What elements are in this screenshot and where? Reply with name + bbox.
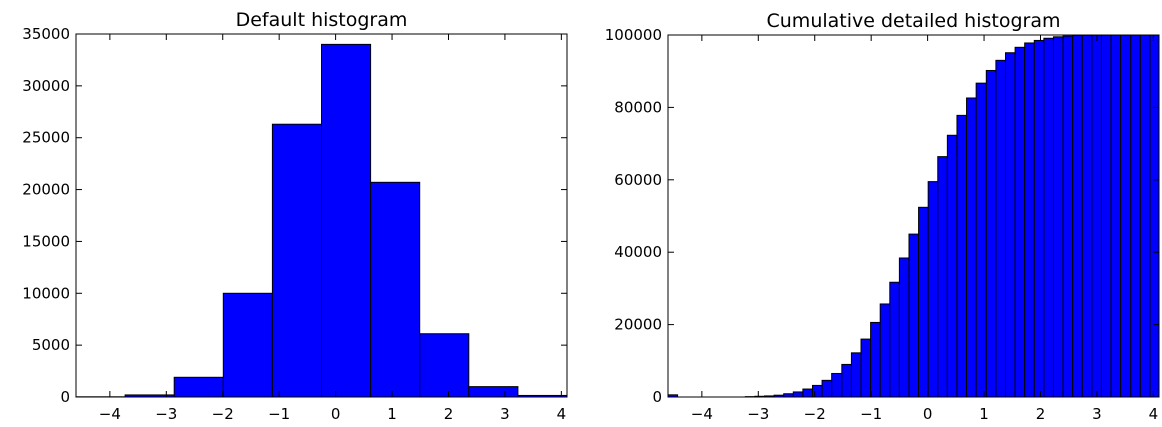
histogram-bar	[871, 322, 881, 397]
x-tick-label: −1	[860, 405, 882, 423]
y-tick-label: 20000	[22, 181, 70, 199]
histogram-bar	[322, 44, 371, 397]
y-tick-label: 15000	[22, 232, 70, 250]
histogram-bar	[1140, 35, 1150, 397]
histogram-bar	[223, 293, 272, 397]
histogram-bar	[371, 182, 420, 397]
histogram-bar	[967, 98, 977, 397]
histogram-bar	[1092, 35, 1102, 397]
histogram-bar	[938, 157, 948, 397]
histogram-bar	[832, 373, 842, 397]
histogram-bar	[1005, 53, 1015, 397]
histogram-bar	[812, 385, 822, 397]
y-tick-label: 30000	[22, 77, 70, 95]
chart-title: Cumulative detailed histogram	[767, 10, 1061, 32]
histogram-bar	[272, 124, 321, 397]
histogram-bar	[1131, 35, 1141, 397]
histogram-bar	[842, 364, 852, 397]
chart-cumulative-detailed-histogram: Cumulative detailed histogram −4 −3 −2 −1 0 1 2…	[605, 10, 1159, 423]
x-tick-label: −2	[212, 405, 234, 423]
y-tick-label: 80000	[614, 98, 662, 116]
histogram-bar	[1150, 35, 1159, 397]
histogram-bar	[174, 377, 223, 397]
x-tick-label: 3	[500, 405, 510, 423]
histogram-bar	[1044, 38, 1054, 397]
histogram-bar	[1073, 36, 1083, 397]
histogram-bar	[469, 387, 518, 397]
x-tick-label: 0	[331, 405, 341, 423]
histogram-bar	[1063, 36, 1073, 397]
y-tick-label: 60000	[614, 171, 662, 189]
x-tick-label: 1	[979, 405, 989, 423]
histogram-bar	[1121, 35, 1131, 397]
x-tick-label: 1	[387, 405, 397, 423]
histogram-bar	[1025, 43, 1035, 397]
histogram-bar	[890, 282, 900, 397]
x-tick-label: 2	[1036, 405, 1046, 423]
histogram-bar	[986, 70, 996, 397]
histogram-bar	[851, 353, 861, 397]
histogram-bar	[1082, 35, 1092, 397]
y-tick-label: 20000	[614, 316, 662, 334]
y-tick-label: 35000	[22, 25, 70, 43]
chart-title: Default histogram	[236, 9, 408, 31]
x-tick-label: 4	[557, 405, 567, 423]
histogram-bar	[861, 339, 871, 397]
y-tick-label: 0	[652, 388, 662, 406]
histogram-bar	[793, 392, 803, 397]
histogram-bar	[880, 304, 890, 397]
x-tick-label: −3	[747, 405, 769, 423]
y-tick-label: 25000	[22, 129, 70, 147]
x-tick-label: −1	[268, 405, 290, 423]
histogram-bar	[420, 334, 469, 397]
y-tick-label: 40000	[614, 243, 662, 261]
histogram-bar	[899, 258, 909, 397]
x-tick-label: −4	[691, 405, 713, 423]
histogram-bar	[1101, 35, 1111, 397]
histogram-bar	[976, 83, 986, 397]
histogram-bar	[822, 380, 832, 397]
histogram-bar	[996, 60, 1006, 397]
histogram-bar	[1053, 37, 1063, 397]
x-tick-label: −4	[99, 405, 121, 423]
histogram-bar	[909, 234, 919, 397]
y-tick-label: 10000	[22, 284, 70, 302]
x-tick-label: −3	[155, 405, 177, 423]
histogram-bar	[1111, 35, 1121, 397]
histogram-bar	[1034, 40, 1044, 397]
histogram-bar	[928, 182, 938, 397]
x-tick-label: 3	[1092, 405, 1102, 423]
chart-default-histogram: Default histogram −4 −3 −2 −1 0 1 2 3 4 0 5000 10000…	[22, 9, 567, 423]
x-tick-label: 2	[444, 405, 454, 423]
histogram-bar	[919, 207, 929, 397]
histogram-bar	[947, 135, 957, 397]
x-tick-label: 4	[1149, 405, 1159, 423]
x-tick-label: 0	[923, 405, 933, 423]
histogram-bar	[803, 389, 813, 397]
histogram-bar	[957, 115, 967, 397]
y-tick-label: 100000	[605, 26, 662, 44]
histogram-bar	[1015, 47, 1025, 397]
y-tick-label: 0	[60, 388, 70, 406]
y-tick-label: 5000	[32, 336, 70, 354]
x-tick-label: −2	[804, 405, 826, 423]
